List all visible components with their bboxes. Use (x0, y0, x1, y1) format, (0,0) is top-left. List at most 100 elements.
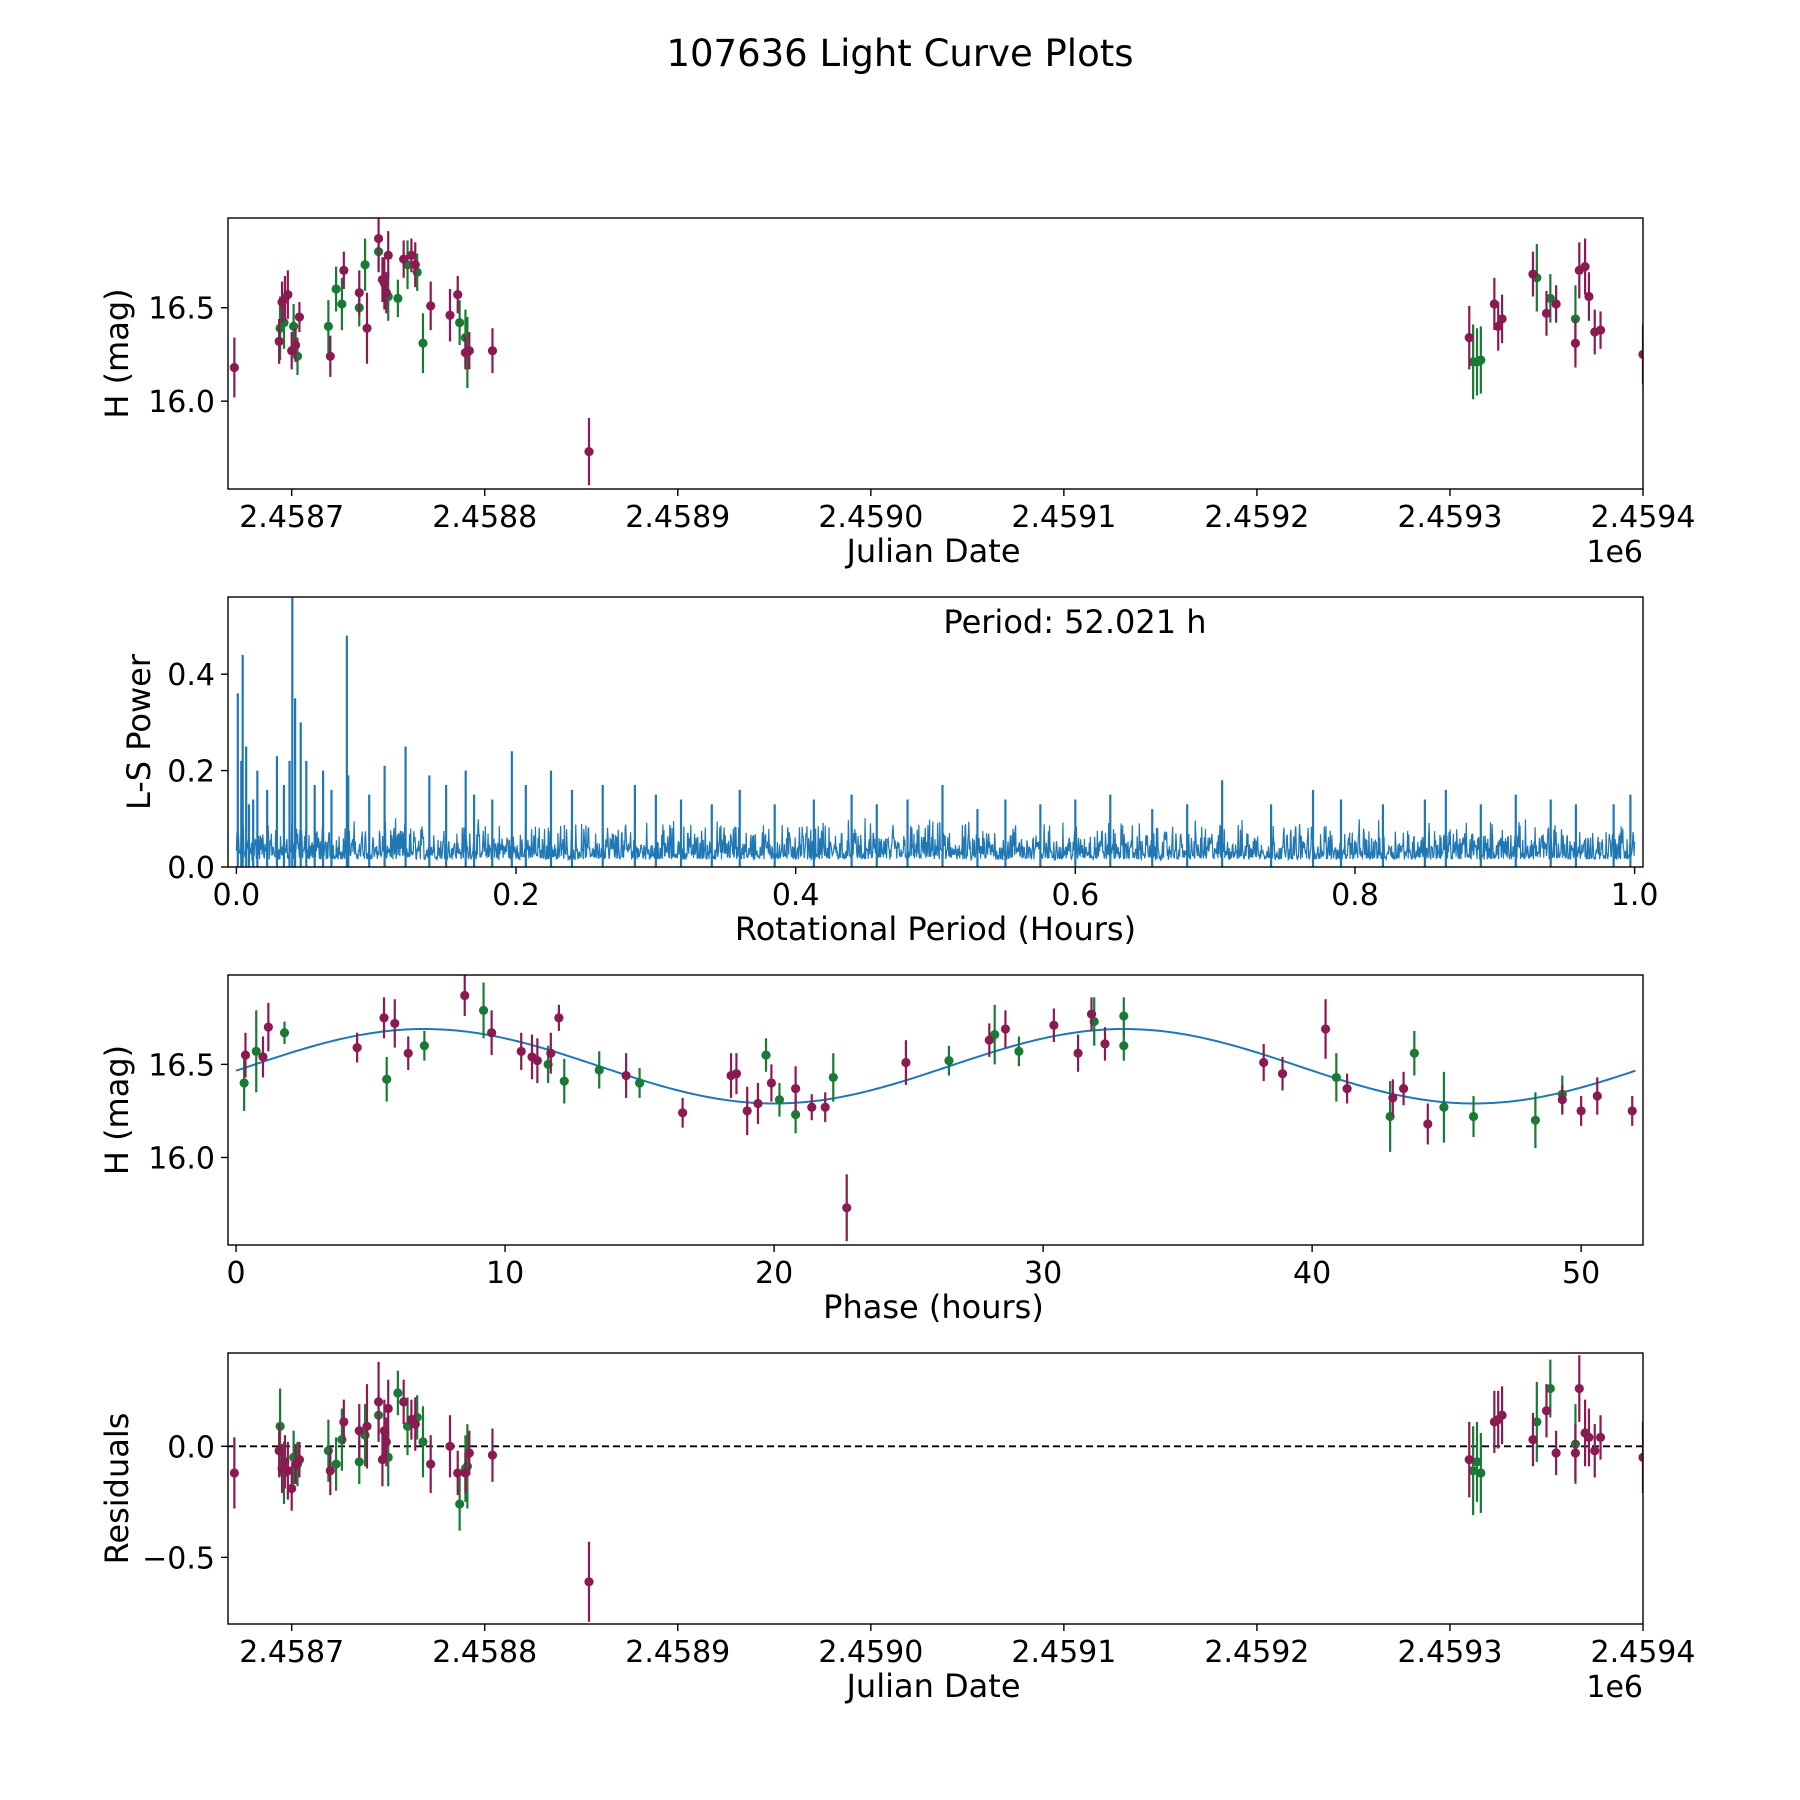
x-tick-label: 2.4593 (1397, 1635, 1502, 1670)
data-point (379, 1013, 389, 1023)
data-point (382, 1074, 392, 1084)
data-point (323, 1446, 333, 1456)
residuals-panel: 2.4587 2.4588 2.4589 2.4590 2.4591 2.4592 2.45… (98, 1352, 1696, 1705)
data-point (337, 299, 347, 309)
data-point (532, 1056, 542, 1066)
data-point (406, 250, 416, 260)
x-tick-label: 2.4589 (625, 500, 730, 535)
data-point (1528, 269, 1538, 279)
y-tick-label: −0.5 (142, 1541, 215, 1576)
residuals-plot-area (228, 1355, 1643, 1622)
data-point (445, 1441, 455, 1451)
data-point (229, 1468, 239, 1478)
data-point (381, 288, 391, 298)
x-offset-label: 1e6 (1586, 535, 1643, 570)
data-point (1464, 1455, 1474, 1465)
data-point (426, 301, 436, 311)
data-point (842, 1203, 852, 1213)
data-point (418, 338, 428, 348)
data-point (1100, 1039, 1110, 1049)
data-point (766, 1078, 777, 1088)
data-point (239, 1078, 249, 1088)
data-point (1638, 1452, 1643, 1463)
data-point (1277, 1069, 1288, 1079)
data-point (584, 447, 594, 457)
data-point (1557, 1095, 1567, 1105)
y-tick-label: 0.0 (167, 1430, 215, 1465)
fit-curve (235, 1027, 1636, 1105)
data-point (1086, 1009, 1097, 1019)
data-point (1398, 1083, 1409, 1094)
data-point (1476, 1468, 1486, 1478)
y-tick-label: 0.2 (167, 755, 215, 790)
data-point (325, 351, 335, 361)
data-point (1000, 1024, 1011, 1034)
x-tick-label: 0.8 (1331, 878, 1379, 913)
data-point (1528, 1435, 1538, 1445)
data-point (791, 1083, 801, 1094)
x-tick-label: 20 (755, 1256, 793, 1291)
data-point (399, 254, 409, 264)
x-axis-label: Phase (hours) (823, 1288, 1044, 1326)
axes-frame (227, 1352, 1644, 1625)
data-point (1576, 1106, 1586, 1116)
data-point (399, 1397, 409, 1407)
data-point (1073, 1048, 1083, 1058)
data-point (516, 1046, 526, 1056)
phased-plot-area (235, 975, 1637, 1242)
data-point (1259, 1057, 1269, 1068)
data-point (753, 1098, 763, 1109)
data-point (325, 1466, 335, 1476)
data-point (594, 1065, 604, 1075)
data-point (621, 1070, 631, 1081)
x-tick-label: 2.4590 (818, 1635, 923, 1670)
data-point (1627, 1106, 1637, 1116)
data-point (1551, 299, 1561, 309)
data-point (323, 321, 333, 331)
data-point (742, 1106, 752, 1116)
data-point (383, 250, 393, 260)
data-point (279, 1028, 290, 1038)
data-point (901, 1057, 911, 1068)
data-point (1584, 1432, 1594, 1443)
x-tick-label: 10 (486, 1256, 524, 1291)
lightcurve-panel: 2.4587 2.4588 2.4589 2.4590 2.4591 2.4592 2.45… (98, 217, 1695, 570)
x-tick-label: 2.4591 (1011, 1635, 1116, 1670)
x-tick-label: 2.4588 (432, 1635, 537, 1670)
data-point (453, 290, 463, 300)
data-point (403, 1048, 413, 1058)
y-axis-label: Residuals (98, 1413, 136, 1565)
x-tick-label: 0.4 (772, 878, 820, 913)
x-tick-label: 2.4587 (239, 500, 344, 535)
data-point (283, 1466, 293, 1476)
data-point (379, 278, 389, 289)
data-point (634, 1078, 645, 1088)
data-point (464, 1448, 474, 1458)
data-point (240, 1050, 251, 1060)
x-tick-label: 2.4594 (1591, 1635, 1696, 1670)
data-point (1468, 1466, 1478, 1476)
x-axis-label: Julian Date (844, 1667, 1020, 1705)
data-point (487, 1028, 497, 1038)
data-point (1638, 349, 1643, 360)
data-point (390, 1018, 400, 1029)
x-tick-label: 0.2 (492, 878, 540, 913)
data-point (1468, 1111, 1479, 1122)
data-point (251, 1046, 261, 1056)
data-point (418, 1437, 428, 1447)
data-point (393, 1388, 403, 1398)
x-tick-label: 30 (1024, 1256, 1062, 1291)
data-point (402, 1421, 413, 1431)
data-point (352, 1043, 362, 1053)
y-tick-label: 16.5 (148, 292, 215, 327)
data-point (1489, 299, 1499, 309)
data-point (373, 233, 384, 244)
data-point (478, 1005, 489, 1015)
y-tick-label: 16.5 (148, 1048, 215, 1083)
figure-title: 107636 Light Curve Plots (666, 32, 1133, 75)
data-point (1423, 1119, 1433, 1129)
y-tick-label: 16.0 (148, 385, 215, 420)
data-point (258, 1052, 268, 1062)
data-point (426, 1459, 436, 1469)
x-tick-label: 2.4591 (1011, 500, 1116, 535)
